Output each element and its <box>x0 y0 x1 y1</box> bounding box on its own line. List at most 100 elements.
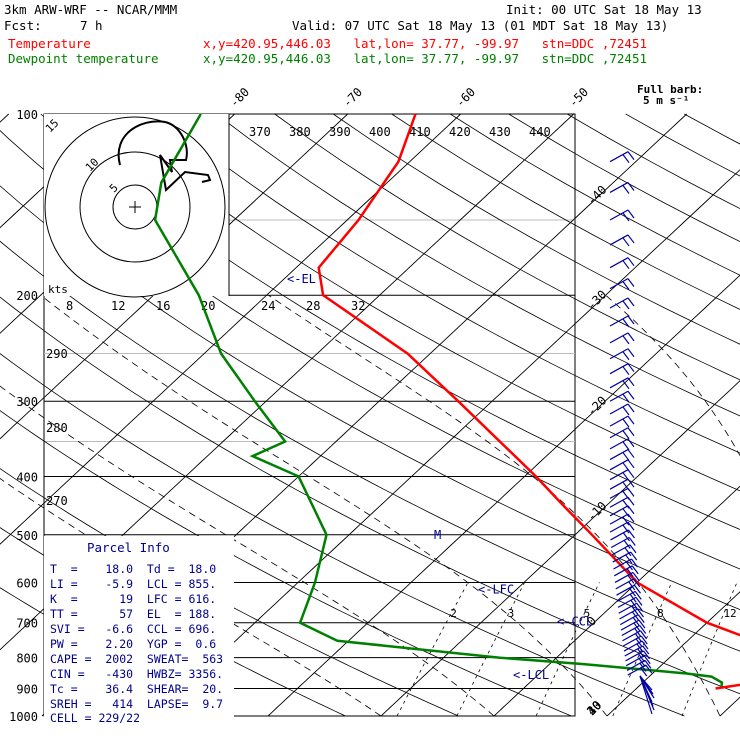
wind-barb-flag <box>627 488 635 497</box>
parcel-row-4: SVI = -6.6 CCL = 696. <box>50 622 216 636</box>
mixing-ratio-label: 5 <box>584 607 591 620</box>
wind-barb-flag <box>622 335 630 345</box>
mixing-ratio-line <box>612 582 673 717</box>
mixing-ratio-line <box>535 582 600 717</box>
theta-label: 440 <box>529 125 551 139</box>
wind-barb-flag <box>622 366 630 376</box>
wind-barb-flag <box>622 524 630 534</box>
annotations: <-EL <-LFC <-CCL <-LCL M <box>287 272 593 682</box>
wind-barb-flag <box>637 608 644 618</box>
isotherm-label: -70 <box>340 85 365 110</box>
wind-barb <box>620 619 640 631</box>
parcel-info-title: Parcel Info <box>87 540 170 555</box>
wind-barb-flag <box>640 667 648 677</box>
wind-barb-flag <box>626 568 634 578</box>
wind-barb <box>609 257 629 269</box>
pressure-label: 700 <box>16 617 38 631</box>
theta-e-label: 280 <box>46 421 68 435</box>
wind-barb-flag <box>629 544 637 554</box>
mixing-ratio-label: 2 <box>450 607 457 620</box>
wind-barb-flag <box>637 614 645 623</box>
wind-barb-flag <box>627 521 635 531</box>
wind-barb-flag <box>622 441 630 451</box>
wind-barb-flag <box>633 578 641 588</box>
mixing-ratio-line <box>396 582 469 717</box>
grid-lines <box>0 113 740 717</box>
wind-barb <box>609 332 629 344</box>
wind-barb-flag <box>627 415 635 425</box>
wind-barb-flag <box>627 449 635 458</box>
wind-barb-flag <box>622 281 630 290</box>
pressure-label: 100 <box>16 108 38 122</box>
wind-barb-flag <box>627 315 635 325</box>
dry-adiabat-line <box>157 113 740 454</box>
wind-barb <box>609 363 629 375</box>
wind-barb <box>610 537 630 549</box>
wind-barb <box>609 427 629 439</box>
theta-label: 430 <box>489 125 511 139</box>
isotherm-line <box>267 274 740 717</box>
pressure-label: 600 <box>16 576 38 590</box>
wind-barb-flag <box>644 660 652 669</box>
dry-adiabat-line <box>0 185 740 611</box>
legend-dewpoint-name: Dewpoint temperature <box>8 51 159 66</box>
wind-barb-flag <box>622 430 630 440</box>
wind-barb-flag <box>627 363 635 373</box>
wind-barb-flag <box>631 565 639 575</box>
wind-barb <box>616 584 635 596</box>
wind-barb-flag <box>627 427 635 437</box>
level-annotation: <-EL <box>287 272 316 286</box>
theta-e-label: 290 <box>46 347 68 361</box>
wind-barb <box>611 544 631 556</box>
wind-speed-label: 12 <box>111 299 125 313</box>
wind-barb <box>609 449 629 461</box>
hodograph-ring-15 <box>44 116 226 298</box>
parcel-info-box <box>44 536 234 722</box>
wind-barb-flag <box>622 462 630 472</box>
wind-barb <box>618 602 638 614</box>
wind-barb-flag <box>628 537 636 546</box>
parcel-row-6: CAPE = 2002 SWEAT= 563 <box>50 652 223 666</box>
theta-e-label: 270 <box>46 494 68 508</box>
wind-barb-flag <box>622 406 630 416</box>
parcel-row-10: CELL = 229/22 <box>50 711 140 725</box>
theta-label: 400 <box>369 125 391 139</box>
wind-barb-low <box>639 675 653 715</box>
wind-barb <box>622 630 641 642</box>
barb-legend-title: Full barb: <box>637 83 703 96</box>
parcel-row-2: K = 19 LFC = 616. <box>50 592 216 606</box>
wind-barb-flag <box>622 212 630 222</box>
wind-barb-flag <box>626 561 633 571</box>
wind-barb <box>616 590 636 602</box>
wind-barb-flag <box>622 499 630 509</box>
wind-barb <box>609 513 629 525</box>
wind-barb-flag <box>630 551 638 561</box>
isotherm-line <box>0 113 10 123</box>
dry-adiabat-line <box>40 113 740 530</box>
valid-time: Valid: 07 UTC Sat 18 May 13 (01 MDT Sat … <box>292 18 668 33</box>
dry-adiabat-line <box>215 113 740 417</box>
wind-barb-flag <box>639 663 647 672</box>
wind-barb <box>617 596 637 608</box>
wind-barb-flag <box>627 332 635 342</box>
wind-speed-label: 28 <box>306 299 320 313</box>
wind-barb-flag <box>622 418 630 428</box>
parcel-row-7: CIN = -430 HWBZ= 3356. <box>50 667 223 681</box>
wind-barb-flag <box>634 584 641 594</box>
parcel-row-8: Tc = 36.4 SHEAR= 20. <box>50 682 223 696</box>
wind-barb <box>609 403 629 415</box>
wind-barb <box>609 278 629 290</box>
wind-barb <box>622 635 642 647</box>
level-annotation: <-CCL <box>557 614 593 628</box>
wind-barb <box>627 664 647 676</box>
wind-speed-label: 16 <box>156 299 170 313</box>
wind-barb <box>624 645 644 657</box>
wind-barb <box>609 469 629 481</box>
wind-barb-flag <box>622 508 630 518</box>
legend-temperature-name: Temperature <box>8 36 91 51</box>
pressure-label: 200 <box>16 289 38 303</box>
isotherm-label: -60 <box>453 85 478 110</box>
wind-speed-label: 32 <box>351 299 365 313</box>
model-title: 3km ARW-WRF -- NCAR/MMM <box>4 2 177 17</box>
wind-barb-flag <box>627 459 635 469</box>
